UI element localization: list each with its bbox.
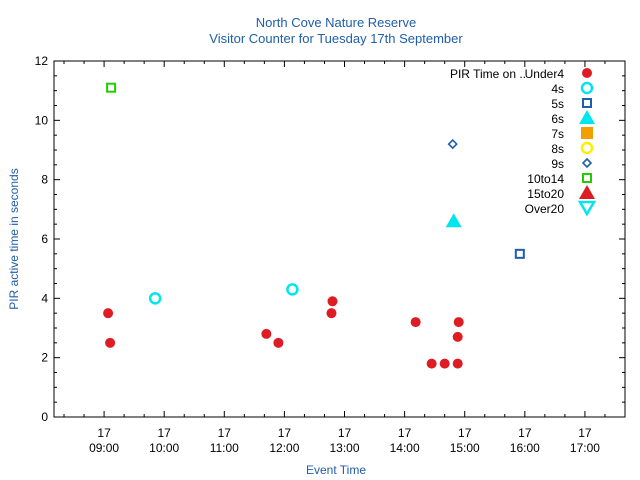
legend-marker-over20	[577, 200, 597, 217]
x-tick-day-label: 17	[338, 426, 352, 440]
data-point-5s	[514, 248, 525, 259]
y-tick-label: 0	[41, 410, 48, 424]
x-tick-day-label: 17	[158, 426, 172, 440]
x-tick-time-label: 09:00	[89, 441, 119, 455]
legend-entry-label: 10to14	[527, 172, 564, 186]
data-point-4s	[286, 283, 299, 296]
y-tick-label: 4	[41, 291, 48, 305]
x-tick-time-label: 12:00	[269, 441, 299, 455]
data-point-9s	[447, 138, 458, 150]
legend-marker-6s	[579, 110, 595, 124]
data-point-6s	[445, 213, 462, 228]
legend-marker-15to20	[579, 185, 595, 199]
data-point-under4	[452, 358, 463, 369]
legend-marker-7s	[581, 127, 593, 139]
legend-marker-5s	[582, 98, 592, 108]
legend-marker-8s	[580, 141, 594, 155]
legend-entry-label: Under4	[525, 67, 565, 81]
data-point-under4	[410, 317, 421, 328]
y-tick-label: 8	[41, 173, 48, 187]
y-tick-label: 10	[35, 113, 49, 127]
legend-marker-9s	[581, 157, 593, 169]
x-tick-time-label: 16:00	[510, 441, 540, 455]
x-tick-time-label: 15:00	[450, 441, 480, 455]
data-point-under4	[326, 308, 337, 319]
data-point-under4	[439, 358, 450, 369]
data-points	[103, 82, 525, 369]
y-axis-label: PIR active time in seconds	[7, 168, 21, 309]
data-point-10to14	[106, 82, 117, 93]
x-tick-time-label: 10:00	[149, 441, 179, 455]
x-axis-label: Event Time	[306, 463, 366, 477]
x-tick-day-label: 17	[218, 426, 232, 440]
x-tick-time-label: 11:00	[210, 441, 239, 455]
legend-entry-label: 6s	[551, 112, 564, 126]
x-tick-day-label: 17	[458, 426, 472, 440]
x-tick-day-label: 17	[398, 426, 412, 440]
chart-title: North Cove Nature Reserve	[256, 15, 416, 30]
legend-entry-label: 15to20	[527, 187, 564, 201]
data-point-under4	[452, 331, 463, 342]
data-point-under4	[453, 317, 464, 328]
legend-title: PIR Time on ..	[450, 67, 526, 81]
x-tick-day-label: 17	[518, 426, 532, 440]
legend-entry-label: 4s	[551, 82, 564, 96]
legend-marker-under4	[582, 68, 592, 78]
y-tick-label: 6	[41, 232, 48, 246]
plot-frame	[53, 60, 626, 418]
legend-marker-10to14	[582, 173, 592, 183]
y-tick-label: 12	[35, 54, 49, 68]
legend-entry-label: 8s	[551, 142, 564, 156]
x-tick-time-label: 14:00	[390, 441, 420, 455]
data-point-under4	[103, 308, 114, 319]
x-axis: 1709:001710:001711:001712:001713:001714:…	[63, 61, 626, 455]
legend-entry-label: 9s	[551, 157, 564, 171]
data-point-4s	[148, 292, 162, 305]
legend-entry-label: 7s	[551, 127, 564, 141]
data-point-under4	[273, 337, 284, 348]
x-tick-time-label: 13:00	[329, 441, 359, 455]
legend-entry-label: Over20	[525, 202, 565, 216]
x-tick-time-label: 17:00	[570, 441, 600, 455]
chart-subtitle: Visitor Counter for Tuesday 17th Septemb…	[209, 31, 463, 46]
legend-marker-4s	[580, 81, 594, 95]
data-point-under4	[105, 337, 116, 348]
legend-entry-label: 5s	[551, 97, 564, 111]
y-tick-label: 2	[41, 351, 48, 365]
legend: PIR Time on .. Under44s5s6s7s8s9s10to141…	[450, 67, 597, 217]
data-point-under4	[426, 358, 437, 369]
x-tick-day-label: 17	[97, 426, 111, 440]
data-point-under4	[327, 296, 338, 307]
y-axis: 0 2 4 6 8 10 12	[35, 54, 625, 424]
x-tick-day-label: 17	[278, 426, 292, 440]
data-point-under4	[261, 328, 272, 339]
x-tick-day-label: 17	[578, 426, 592, 440]
